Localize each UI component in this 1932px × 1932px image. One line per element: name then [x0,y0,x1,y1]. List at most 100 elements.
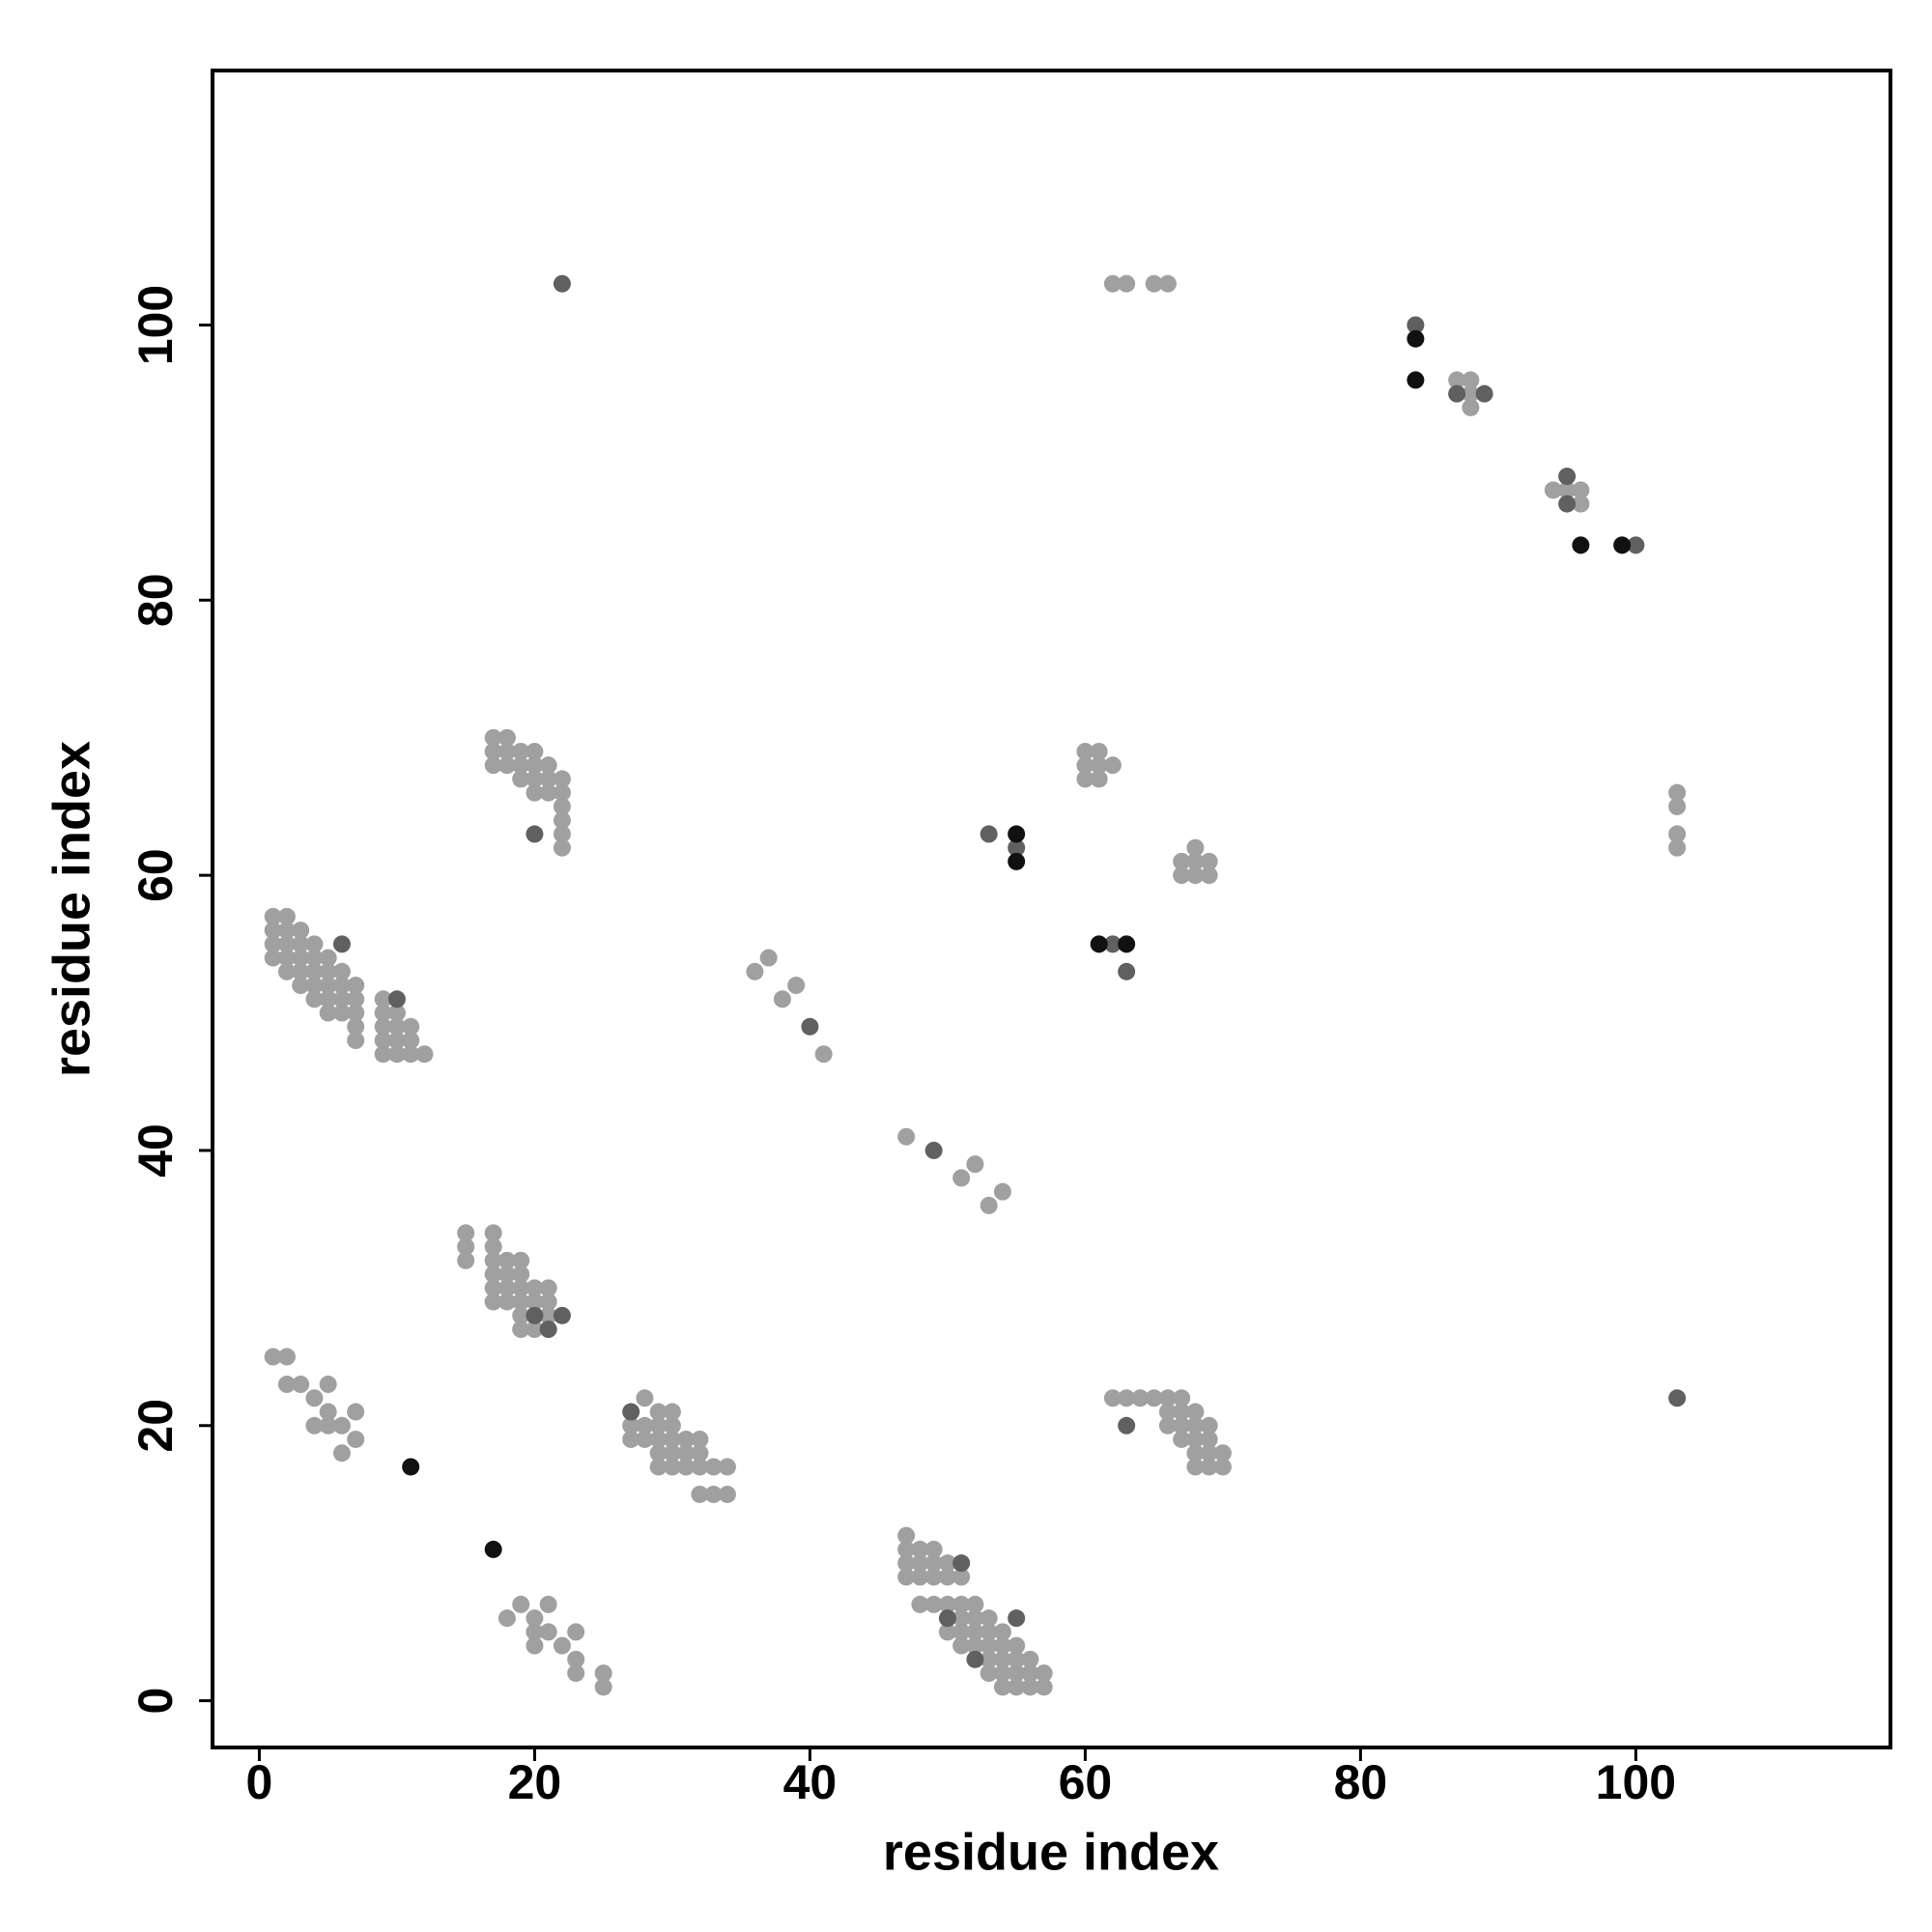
point [402,1045,420,1064]
point [277,1376,296,1394]
point [305,990,324,1009]
point [512,1306,530,1324]
point [1158,1389,1177,1407]
point [319,977,337,995]
point [938,1595,956,1613]
point [1090,770,1108,788]
point [264,922,282,940]
point [938,1609,956,1628]
point [1173,1430,1191,1448]
point [663,1416,681,1435]
point [980,825,998,843]
point [567,1664,585,1683]
point [663,1444,681,1463]
point [1076,770,1094,788]
point [347,1004,365,1022]
point [1572,481,1590,499]
point [497,756,516,775]
point [1186,838,1205,857]
point [1475,384,1493,403]
point [292,977,310,995]
point [677,1444,696,1463]
x-tick-label: 0 [246,1755,273,1809]
point [374,1017,392,1036]
point [305,977,324,995]
point [539,1321,557,1339]
point [1008,1678,1026,1696]
y-tick-label: 60 [128,848,183,902]
point [347,990,365,1009]
point [622,1430,640,1448]
point [539,1279,557,1297]
point [1090,756,1108,775]
point [718,1485,736,1503]
point [897,1568,916,1586]
point [1186,1430,1205,1448]
point [911,1540,929,1558]
point [512,1265,530,1284]
point [512,1293,530,1311]
point [1173,1389,1191,1407]
point [1021,1650,1039,1668]
point [277,962,296,980]
point [924,1540,943,1558]
x-axis-title: residue index [883,1823,1219,1881]
point [512,756,530,775]
point [1668,783,1687,802]
point [387,1032,406,1050]
point [512,1251,530,1269]
point [1158,1403,1177,1421]
point [1008,852,1026,870]
point [539,1595,557,1613]
point [484,1265,502,1284]
point [1558,495,1577,513]
point [497,1609,516,1628]
point [993,1636,1011,1655]
point [305,1389,324,1407]
point [1462,384,1480,403]
point [1090,935,1108,953]
point [1145,1389,1163,1407]
point [539,770,557,788]
point [1186,852,1205,870]
point [1668,1389,1687,1407]
point [277,922,296,940]
point [924,1141,943,1159]
point [993,1182,1011,1201]
point [1200,852,1218,870]
point [746,962,764,980]
point [924,1554,943,1573]
point [966,1636,984,1655]
point [332,1444,351,1463]
point [292,922,310,940]
point [677,1430,696,1448]
point [457,1237,475,1256]
point [1158,274,1177,293]
point [292,949,310,967]
point [663,1403,681,1421]
point [980,1623,998,1641]
point [457,1251,475,1269]
point [277,935,296,953]
point [347,1017,365,1036]
point [402,1458,420,1476]
point [387,1045,406,1064]
point [332,1416,351,1435]
point [1145,274,1163,293]
point [691,1444,709,1463]
point [1448,384,1466,403]
x-tick-label: 80 [1334,1755,1388,1809]
point [292,962,310,980]
point [1558,481,1577,499]
point [484,756,502,775]
point [497,728,516,747]
point [911,1568,929,1586]
point [347,1032,365,1050]
point [332,935,351,953]
point [484,1251,502,1269]
point [691,1458,709,1476]
point [1090,742,1108,760]
point [1200,1430,1218,1448]
